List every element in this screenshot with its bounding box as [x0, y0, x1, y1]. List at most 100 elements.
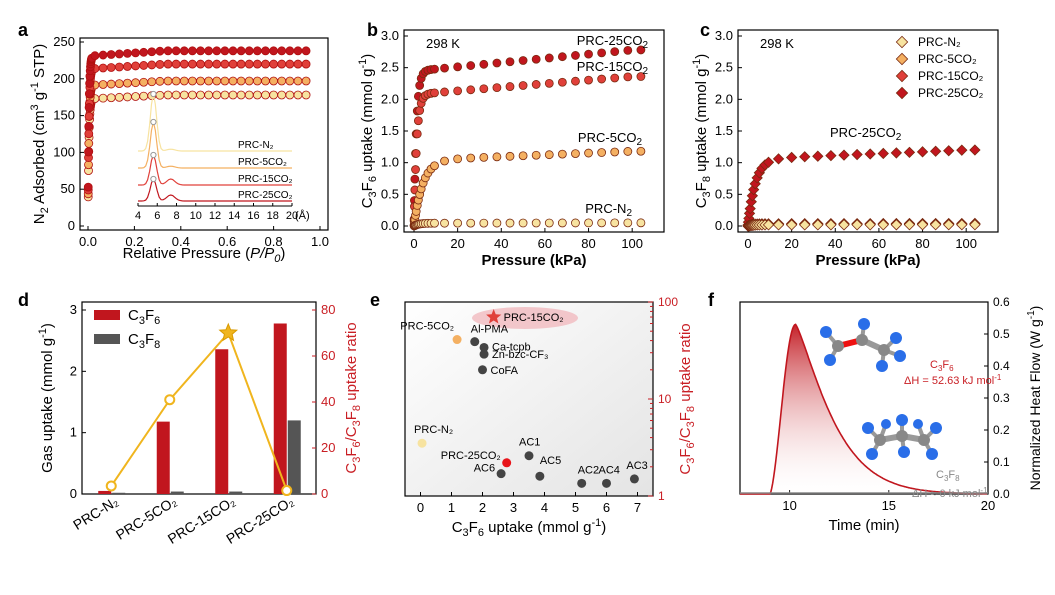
x-tick-label: 60 [872, 236, 886, 251]
uptake-point [597, 74, 607, 84]
panel-a-y-label: N2 Adsorbed (cm3 g-1 STP) [29, 44, 51, 224]
isotherm-point [277, 90, 287, 100]
point-label: PRC-15CO₂ [504, 312, 564, 324]
isotherm-point [277, 46, 287, 56]
uptake-point [479, 59, 489, 69]
uptake-point [610, 218, 620, 228]
c3f6-heat-area [740, 324, 988, 494]
y-tick-label: 2.5 [715, 60, 733, 75]
isotherm-point [261, 90, 270, 100]
isotherm-point [196, 90, 205, 100]
uptake-point [584, 75, 593, 85]
panel-a-x-label: Relative Pressure (P/P0) [123, 245, 286, 265]
uptake-point [505, 57, 515, 67]
bar-c3f6 [98, 490, 112, 494]
uptake-point [610, 73, 620, 83]
panel-f-c3f8-enthalpy: ΔH ≈ 0 kJ mol-1 [912, 486, 988, 500]
y-tick-label: 0.5 [381, 186, 399, 201]
legend-label: PRC-25CO₂ [918, 86, 984, 100]
uptake-point [544, 150, 554, 160]
uptake-point [571, 149, 580, 158]
y2-tick-label: 60 [321, 348, 335, 363]
uptake-point [492, 58, 502, 68]
uptake-point [466, 218, 476, 228]
isotherm-point [98, 93, 108, 103]
isotherm-point [285, 46, 295, 56]
panel-letter-c: c [700, 20, 710, 40]
uptake-point [479, 84, 489, 94]
uptake-point [531, 218, 541, 228]
psd-peak-marker [150, 151, 157, 159]
panel-c-legend: PRC-N₂ PRC-5CO₂ PRC-15CO₂ PRC-25CO₂ [895, 35, 984, 100]
bar-c3f8 [229, 491, 243, 494]
isotherm-point [123, 92, 132, 102]
x-tick-label: 0.0 [79, 234, 97, 249]
y-tick-label: 2.5 [381, 60, 399, 75]
ratio-point [479, 342, 489, 352]
inset-tick-label: 12 [209, 210, 221, 222]
panel-c-label-25co2: PRC-25CO2 [830, 125, 902, 143]
isotherm-point [293, 90, 303, 100]
bar-c3f6 [215, 349, 229, 494]
inset-tick-label: 10 [190, 210, 202, 222]
legend-label: C3F6 [128, 307, 160, 327]
isotherm-point [84, 147, 93, 157]
uptake-point [943, 145, 955, 157]
isotherm-point [236, 46, 246, 56]
point-label: Ca-tcpb [492, 341, 531, 353]
isotherm-point [98, 80, 108, 89]
panel-d: 0 1 2 3 0 20 40 60 80 C3F6 C3F8 PRC-N₂PRC-5CO₂PRC… [37, 301, 363, 547]
isotherm-point [85, 79, 95, 88]
panel-c: 0.00.51.01.52.02.53.00 20 40 60 80 100 298 K … [691, 28, 999, 269]
panel-f-c3f6-enthalpy: ΔH = 52.63 kJ mol-1 [904, 373, 1002, 387]
isotherm-point [293, 59, 303, 69]
isotherm-point [269, 76, 279, 86]
legend-label: PRC-15CO₂ [918, 69, 984, 83]
uptake-point [440, 156, 449, 166]
isotherm-point [277, 76, 287, 86]
isotherm-point [106, 79, 116, 89]
panel-d-y-label: Gas uptake (mmol g-1) [37, 323, 56, 473]
isotherm-point [212, 46, 222, 56]
x-tick-label: 0.2 [125, 234, 143, 249]
uptake-point [430, 88, 439, 98]
y2-tick-label: 0.3 [993, 391, 1010, 405]
ratio-marker [281, 485, 293, 497]
uptake-point [466, 85, 476, 95]
x-tick-label: 40 [828, 236, 842, 251]
panel-d-ticks: 0 1 2 3 0 20 40 60 80 [70, 302, 336, 501]
panel-letter-d: d [18, 290, 29, 310]
uptake-point [610, 47, 620, 57]
ratio-point [496, 469, 506, 479]
uptake-point [812, 219, 824, 231]
legend-marker [895, 86, 909, 100]
isotherm-point [139, 91, 149, 101]
x-tick-label: 0.6 [218, 234, 236, 249]
isotherm-point [187, 90, 197, 100]
isotherm-point [293, 76, 303, 86]
inset-series-label: PRC-15CO₂ [238, 174, 293, 185]
point-label: AC4 [599, 464, 620, 476]
isotherm-point [106, 63, 116, 72]
isotherm-point [301, 90, 311, 100]
isotherm-point [139, 77, 149, 87]
isotherm-point [123, 78, 132, 88]
point-label: Zn-bzc-CF₃ [492, 349, 548, 361]
uptake-point [479, 152, 489, 162]
uptake-point [518, 151, 528, 161]
panel-c-ticks: 0.0 0.5 1.0 1.5 2.0 2.5 3.0 0 20 40 60 80 100 [715, 28, 977, 251]
isotherm-point [269, 59, 279, 69]
y-tick-label: 50 [61, 181, 75, 196]
isotherm-point [228, 59, 238, 69]
uptake-point [430, 64, 439, 74]
isotherm-point [114, 92, 124, 102]
isotherm-point [236, 59, 246, 69]
x-tick-label: 10 [782, 498, 796, 513]
point-label: AC3 [626, 460, 647, 472]
panel-c-y-label: C3F8 uptake (mmol g-1) [691, 54, 713, 209]
x-tick-label: 0 [410, 236, 417, 251]
y-tick-label: 0.5 [715, 186, 733, 201]
isotherm-point [171, 90, 181, 100]
